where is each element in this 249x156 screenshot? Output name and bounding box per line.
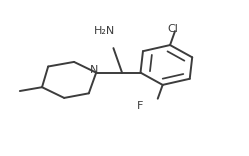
Text: N: N <box>90 65 98 75</box>
Text: F: F <box>137 101 144 111</box>
Text: H₂N: H₂N <box>94 25 116 36</box>
Text: Cl: Cl <box>167 24 178 34</box>
